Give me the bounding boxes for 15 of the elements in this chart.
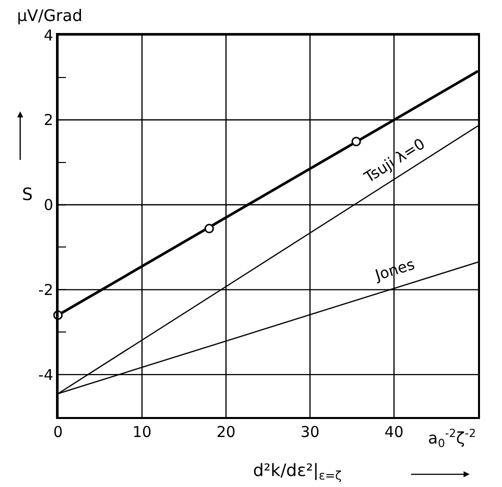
- x-tick-label: 20: [216, 422, 236, 441]
- x-tick-label: 40: [384, 422, 404, 441]
- x-axis-title: d²k/dε²|$_{ε=ζ}$: [253, 461, 342, 483]
- y-tick-label: -4: [38, 366, 54, 384]
- y-tick-label: -2: [38, 280, 54, 299]
- x-tick-label: 10: [132, 422, 152, 441]
- y-axis-title: S: [22, 185, 33, 205]
- text: Tsuji λ=0: [360, 134, 428, 187]
- text: µV/Grad: [17, 6, 82, 25]
- y-tick-label: 0: [44, 196, 54, 214]
- y-tick-label: 2: [44, 111, 54, 130]
- text: Jones: [372, 255, 417, 285]
- x-tick-label: 30: [300, 422, 320, 441]
- y-tick-label: 4: [44, 26, 54, 44]
- text: a$_{0}$$^{-2}$ζ$^{-2}$: [428, 427, 476, 450]
